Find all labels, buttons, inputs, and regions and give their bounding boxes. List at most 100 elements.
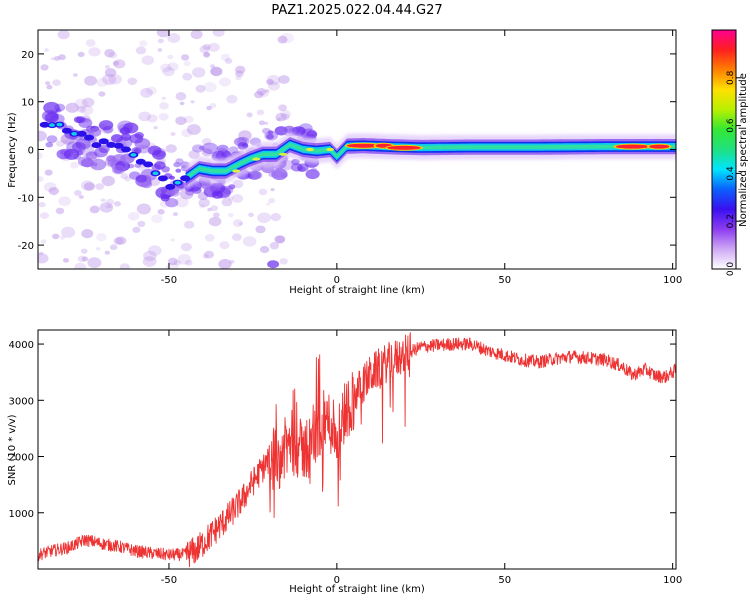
- ridge-blob: [154, 161, 166, 170]
- colorbar-tick-label: 0.2: [726, 214, 736, 228]
- noise-blob: [235, 65, 246, 74]
- noise-blob: [220, 53, 231, 62]
- ridge-blob: [44, 112, 59, 123]
- warm-spot: [252, 157, 261, 161]
- noise-blob: [83, 182, 95, 191]
- noise-blob: [40, 212, 49, 220]
- noise-blob: [104, 49, 115, 58]
- warm-spot: [232, 169, 241, 173]
- noise-blob: [100, 198, 106, 203]
- noise-blob: [267, 81, 280, 91]
- ridge-blob: [111, 165, 126, 175]
- spectrogram-panel: -50 0 50 100 -20 -10 0 10 20 Height of straight…: [7, 29, 682, 296]
- noise-blob: [50, 57, 55, 61]
- colorbar-gradient: [712, 30, 736, 269]
- ridge-blob: [129, 133, 144, 144]
- ridge-blob: [141, 180, 153, 189]
- ridge-patch: [98, 138, 109, 145]
- noise-blob: [175, 116, 187, 125]
- ridge-blob: [242, 143, 249, 148]
- noise-blob: [136, 203, 151, 215]
- ridge-blob: [55, 108, 62, 113]
- noise-blob: [74, 98, 88, 109]
- noise-blob: [138, 111, 151, 122]
- ridge-patch-core: [174, 180, 181, 185]
- y-tick-label: 2000: [9, 453, 34, 464]
- noise-blob: [113, 59, 126, 69]
- noise-blob: [132, 226, 141, 233]
- noise-blob: [143, 250, 157, 262]
- noise-blob: [265, 202, 271, 206]
- noise-blob: [192, 67, 206, 78]
- ridge-blob: [103, 125, 114, 134]
- hot-spot: [387, 145, 421, 150]
- noise-blob: [102, 74, 117, 85]
- ridge-blob: [119, 127, 131, 135]
- ridge-blob: [215, 187, 231, 199]
- ridge-patch: [91, 142, 102, 149]
- noise-blob: [157, 209, 165, 215]
- noise-blob: [81, 229, 94, 239]
- noise-blob: [95, 183, 104, 191]
- snr-series: [38, 332, 676, 568]
- noise-blob: [46, 84, 53, 90]
- noise-blob: [210, 205, 219, 212]
- noise-blob: [208, 216, 222, 227]
- colorbar-tick-label: 0.8: [726, 70, 736, 85]
- noise-blob: [184, 259, 193, 266]
- noise-blob: [127, 77, 138, 86]
- noise-blob: [180, 242, 192, 252]
- ridge-blob: [160, 195, 170, 202]
- x-tick-label: 100: [663, 275, 682, 286]
- noise-blob: [224, 58, 233, 64]
- ridge-blob: [160, 188, 168, 194]
- colorbar-ticks: 0.0 0.2 0.4 0.6 0.8: [726, 70, 741, 276]
- noise-blob: [146, 86, 157, 95]
- noise-blob: [78, 195, 84, 199]
- noise-blob: [74, 190, 82, 196]
- noise-blob: [137, 220, 146, 228]
- noise-blob: [105, 204, 111, 209]
- noise-blob: [115, 236, 127, 245]
- noise-blob: [182, 72, 193, 81]
- noise-blob: [52, 233, 60, 240]
- noise-blob: [38, 251, 44, 256]
- noise-blob: [206, 105, 212, 111]
- noise-blob: [162, 66, 175, 77]
- noise-blob: [277, 35, 288, 44]
- ridge-blob: [271, 168, 288, 180]
- ridge-blob: [73, 116, 83, 123]
- noise-blob: [61, 226, 76, 238]
- noise-blob: [203, 52, 211, 58]
- noise-blob: [275, 112, 287, 122]
- noise-blob: [188, 150, 200, 159]
- x-tick-label: -50: [161, 275, 177, 286]
- noise-blob: [170, 238, 175, 242]
- noise-blob: [77, 51, 85, 58]
- noise-blob: [265, 89, 270, 93]
- snr-panel: -50 0 50 100 1000 2000 3000 4000 Height of str…: [7, 329, 682, 595]
- noise-blob: [119, 263, 130, 269]
- noise-blob: [221, 198, 233, 207]
- ridge-blob: [266, 133, 274, 140]
- noise-blob: [38, 152, 43, 160]
- ridge-patch: [39, 121, 50, 128]
- noise-blob: [232, 219, 243, 227]
- noise-blob: [268, 197, 276, 204]
- noise-blob: [195, 84, 206, 93]
- noise-blob: [266, 75, 281, 86]
- noise-blob: [167, 62, 179, 71]
- y-tick-label: 4000: [9, 340, 34, 351]
- noise-blob: [279, 258, 288, 265]
- noise-blob: [40, 64, 49, 71]
- snr-plot-area: [38, 330, 676, 569]
- noise-blob: [179, 101, 185, 106]
- colorbar-frame: [711, 29, 737, 270]
- noise-blob: [173, 260, 181, 266]
- ridge-blob: [88, 127, 102, 137]
- x-tick-label: 0: [334, 275, 340, 286]
- noise-blob: [113, 201, 121, 207]
- noise-blob: [96, 77, 108, 87]
- ridge-blob: [76, 147, 86, 154]
- ridge-blob: [198, 145, 205, 150]
